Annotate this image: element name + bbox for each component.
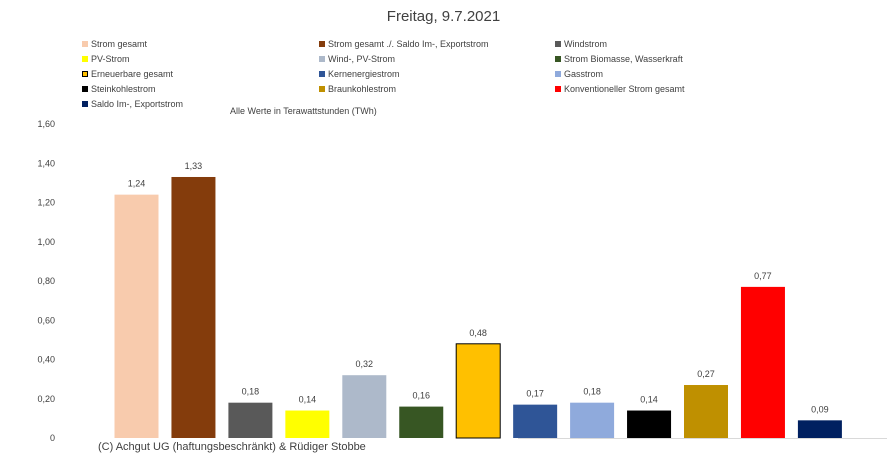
legend-label: Kernenergiestrom xyxy=(328,69,400,79)
bar xyxy=(513,404,558,438)
bar xyxy=(285,410,330,438)
y-tick-label: 0,80 xyxy=(37,276,55,286)
bar-value-label: 0,18 xyxy=(242,387,260,397)
bar xyxy=(171,176,216,439)
legend-label: Strom gesamt xyxy=(91,39,148,49)
legend-item: Erneuerbare gesamt xyxy=(82,69,173,79)
legend-item: Konventioneller Strom gesamt xyxy=(555,84,685,94)
legend-item: Kernenergiestrom xyxy=(319,69,400,79)
legend-item: Steinkohlestrom xyxy=(82,84,156,94)
legend-swatch xyxy=(319,71,325,77)
legend-label: Erneuerbare gesamt xyxy=(91,69,174,79)
bar-value-label: 0,14 xyxy=(299,395,317,405)
bar-value-label: 0,77 xyxy=(754,271,772,281)
bar-value-label: 0,27 xyxy=(697,369,715,379)
legend-item: Gasstrom xyxy=(555,69,603,79)
legend-label: Steinkohlestrom xyxy=(91,84,156,94)
legend-item: PV-Strom xyxy=(82,54,130,64)
legend-label: Strom Biomasse, Wasserkraft xyxy=(564,54,683,64)
bar xyxy=(797,420,842,438)
legend-swatch xyxy=(82,86,88,92)
bar-value-label: 0,17 xyxy=(526,389,544,399)
bar-value-label: 1,33 xyxy=(185,161,203,171)
copyright-footer: (C) Achgut UG (haftungsbeschränkt) & Rüd… xyxy=(98,441,366,453)
bar-value-label: 0,16 xyxy=(412,391,430,401)
legend-swatch xyxy=(555,41,561,47)
bar xyxy=(228,402,273,438)
legend-swatch xyxy=(319,86,325,92)
y-tick-label: 1,40 xyxy=(37,158,55,168)
legend-item: Strom Biomasse, Wasserkraft xyxy=(555,54,683,64)
bar xyxy=(570,402,615,438)
bar xyxy=(114,194,159,438)
legend-swatch xyxy=(82,101,88,107)
legend-swatch xyxy=(82,71,88,77)
y-tick-label: 0,60 xyxy=(37,315,55,325)
legend-label: Braunkohlestrom xyxy=(328,84,397,94)
legend-label: Konventioneller Strom gesamt xyxy=(564,84,685,94)
legend-swatch xyxy=(555,71,561,77)
y-tick-label: 1,60 xyxy=(37,119,55,129)
y-tick-label: 0,20 xyxy=(37,394,55,404)
legend-label: Wind-, PV-Strom xyxy=(328,54,396,64)
y-tick-label: 1,00 xyxy=(37,237,55,247)
bar-value-label: 1,24 xyxy=(128,179,146,189)
chart-legend: Strom gesamt Strom gesamt ./. Saldo Im-, … xyxy=(82,39,782,113)
legend-swatch xyxy=(555,56,561,62)
legend-swatch xyxy=(555,86,561,92)
legend-label: Gasstrom xyxy=(564,69,604,79)
chart-title: Freitag, 9.7.2021 xyxy=(386,8,501,25)
legend-item: Strom gesamt ./. Saldo Im-, Exportstrom xyxy=(319,39,489,49)
chart-subtitle: Alle Werte in Terawattstunden (TWh) xyxy=(230,106,377,116)
bar-value-label: 0,18 xyxy=(583,387,601,397)
bar-value-label: 0,32 xyxy=(356,359,374,369)
bar xyxy=(455,343,501,439)
legend-swatch xyxy=(319,41,325,47)
legend-label: Strom gesamt ./. Saldo Im-, Exportstrom xyxy=(328,39,489,49)
legend-swatch xyxy=(319,56,325,62)
bar xyxy=(627,410,672,438)
legend-item: Braunkohlestrom xyxy=(319,84,396,94)
legend-label: Windstrom xyxy=(564,39,608,49)
bar xyxy=(342,375,387,438)
bar-value-label: 0,14 xyxy=(640,395,658,405)
bar xyxy=(399,406,444,438)
bar-value-label: 0,09 xyxy=(811,404,829,414)
y-tick-label: 1,20 xyxy=(37,198,55,208)
legend-item: Saldo Im-, Exportstrom xyxy=(82,99,183,109)
legend-swatch xyxy=(82,56,88,62)
legend-label: PV-Strom xyxy=(91,54,130,64)
legend-item: Windstrom xyxy=(555,39,607,49)
legend-swatch xyxy=(82,41,88,47)
legend-label: Saldo Im-, Exportstrom xyxy=(91,99,184,109)
bar xyxy=(684,385,728,438)
legend-item: Wind-, PV-Strom xyxy=(319,54,395,64)
bar-value-label: 0,48 xyxy=(469,328,487,338)
legend-item: Strom gesamt xyxy=(82,39,147,49)
y-tick-label: 0 xyxy=(50,433,55,443)
y-tick-label: 0,40 xyxy=(37,355,55,365)
bar xyxy=(740,286,785,438)
